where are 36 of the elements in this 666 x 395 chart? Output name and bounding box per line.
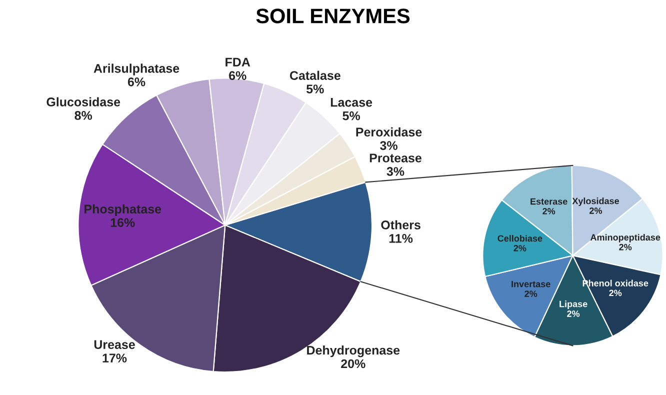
data-label: 2% — [590, 208, 602, 214]
data-label: 6% — [229, 71, 246, 80]
slice-label: Lacase — [330, 98, 372, 107]
data-label: 5% — [306, 84, 324, 94]
slice-label: Catalase — [290, 70, 340, 80]
slice-label: FDA — [226, 58, 250, 66]
slice-label: Arilsulphatase — [94, 64, 180, 76]
data-label: 2% — [524, 290, 538, 297]
data-label: 3% — [380, 141, 398, 150]
slice-label: Aminopeptidase — [590, 234, 660, 242]
data-label: 2% — [542, 208, 556, 214]
data-label: 2% — [609, 290, 622, 296]
data-label: 8% — [74, 111, 92, 120]
slice-label: Esterase — [530, 198, 568, 205]
data-label: 20% — [341, 359, 366, 368]
chart-title: SOIL ENZYMES — [256, 8, 410, 24]
slice-label: Cellobiase — [498, 234, 542, 242]
slice-label: Phosphatase — [84, 204, 162, 216]
slice-label: Xylosidase — [572, 198, 620, 206]
data-label: 2% — [567, 310, 580, 317]
slice-label: Invertase — [512, 280, 550, 288]
data-label: 2% — [514, 244, 526, 252]
data-label: 5% — [342, 111, 360, 120]
data-label: 6% — [128, 77, 146, 86]
slice-label: Peroxidase — [356, 127, 422, 137]
data-label: 2% — [619, 244, 632, 250]
slice-label: Others — [381, 220, 420, 230]
slice-label: Protease — [370, 154, 422, 162]
slice-label: Glucosidase — [46, 97, 120, 106]
data-label: 3% — [386, 167, 404, 176]
slice-label: Urease — [94, 340, 135, 350]
data-label: 16% — [110, 218, 135, 227]
slice-label: Dehydrogenase — [307, 345, 400, 358]
data-label: 11% — [389, 234, 413, 243]
data-label: 17% — [102, 354, 127, 362]
slice-label: Lipase — [560, 300, 588, 309]
